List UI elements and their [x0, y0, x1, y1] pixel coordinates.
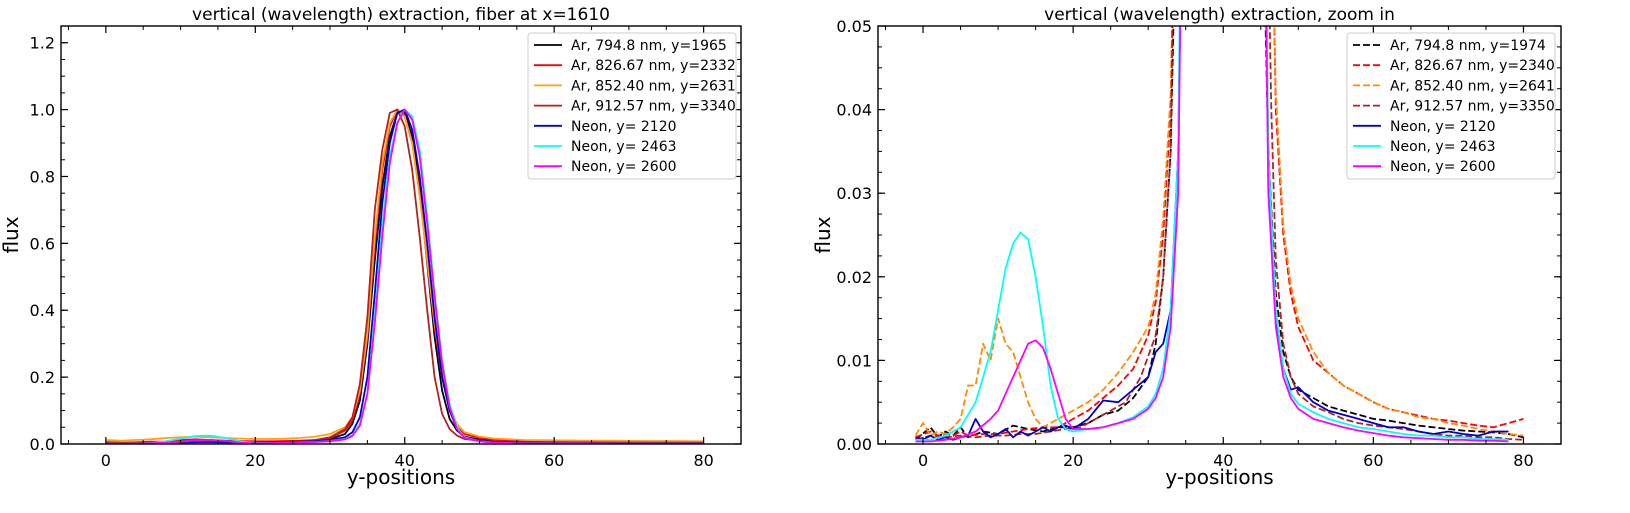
legend-label: Neon, y= 2463 — [571, 139, 677, 155]
plot-frame — [60, 25, 742, 445]
x-tick-label: 0 — [918, 451, 928, 470]
y-tick-label: 0.4 — [30, 301, 55, 320]
series-group — [914, 26, 1524, 443]
y-tick-label: 0.6 — [30, 234, 55, 253]
legend-label: Ar, 852.40 nm, y=2631 — [571, 78, 736, 94]
chart-panel-1: 0 20 40 60 80 0.0 0.2 0.4 0.6 0.8 1.0 1.2 vertical (… — [0, 5, 742, 489]
chart-panel-2: 0 20 40 60 80 0.00 0.01 0.02 0.03 0.04 0.05 vertica… — [811, 5, 1562, 489]
legend-label: Neon, y= 2463 — [1390, 139, 1496, 155]
series-line-7 — [105, 108, 704, 444]
series-line-7 — [915, 26, 1509, 443]
legend-label: Ar, 826.67 nm, y=2340 — [1390, 58, 1555, 74]
legend-label: Ar, 912.57 nm, y=3340 — [571, 99, 736, 115]
legend-label: Ar, 852.40 nm, y=2641 — [1390, 78, 1555, 94]
series-line-6 — [915, 26, 1509, 441]
series-group — [105, 108, 704, 444]
series-line-2 — [915, 26, 1524, 439]
x-tick-label: 20 — [1063, 451, 1083, 470]
x-axis-label: y-positions — [347, 465, 455, 489]
legend: Ar, 794.8 nm, y=1965 Ar, 826.67 nm, y=233… — [527, 32, 737, 180]
y-tick-label: 0.05 — [836, 17, 872, 36]
y-tick-label: 0.04 — [836, 101, 872, 120]
x-tick-label: 80 — [1513, 451, 1533, 470]
legend-label: Neon, y= 2600 — [1390, 159, 1496, 175]
legend-label: Ar, 912.57 nm, y=3350 — [1390, 99, 1555, 115]
y-tick-label: 1.2 — [30, 34, 55, 53]
legend-label: Ar, 794.8 nm, y=1965 — [571, 38, 727, 54]
series-line-3 — [914, 26, 1524, 437]
y-tick-label: 0.00 — [836, 435, 872, 454]
x-tick-label: 60 — [1363, 451, 1383, 470]
chart-title: vertical (wavelength) extraction, fiber … — [192, 5, 610, 25]
x-tick-label: 60 — [544, 451, 564, 470]
y-tick-label: 0.8 — [30, 167, 55, 186]
y-axis-label: flux — [0, 216, 23, 253]
legend-label: Neon, y= 2120 — [1390, 119, 1496, 135]
x-tick-label: 0 — [101, 451, 111, 470]
legend-box — [527, 32, 737, 180]
y-tick-label: 0.0 — [30, 435, 55, 454]
y-tick-label: 0.2 — [30, 368, 55, 387]
y-tick-label: 0.01 — [836, 351, 872, 370]
series-line-3 — [105, 108, 704, 443]
legend-label: Ar, 794.8 nm, y=1974 — [1390, 38, 1546, 54]
x-tick-label: 20 — [245, 451, 265, 470]
legend-label: Neon, y= 2120 — [571, 119, 677, 135]
legend-label: Ar, 826.67 nm, y=2332 — [571, 58, 736, 74]
y-tick-label: 1.0 — [30, 101, 55, 120]
x-tick-label: 40 — [395, 451, 415, 470]
y-axis-label: flux — [811, 216, 835, 253]
x-tick-label: 40 — [1213, 451, 1233, 470]
chart-title: vertical (wavelength) extraction, zoom i… — [1044, 5, 1395, 25]
legend: Ar, 794.8 nm, y=1974 Ar, 826.67 nm, y=234… — [1346, 32, 1556, 180]
series-line-5 — [915, 26, 1509, 441]
y-tick-label: 0.03 — [836, 184, 872, 203]
x-axis-label: y-positions — [1165, 465, 1273, 489]
series-line-1 — [914, 26, 1524, 441]
y-tick-label: 0.02 — [836, 268, 872, 287]
legend-label: Neon, y= 2600 — [571, 159, 677, 175]
x-tick-label: 80 — [693, 451, 713, 470]
legend-box — [1346, 32, 1556, 180]
